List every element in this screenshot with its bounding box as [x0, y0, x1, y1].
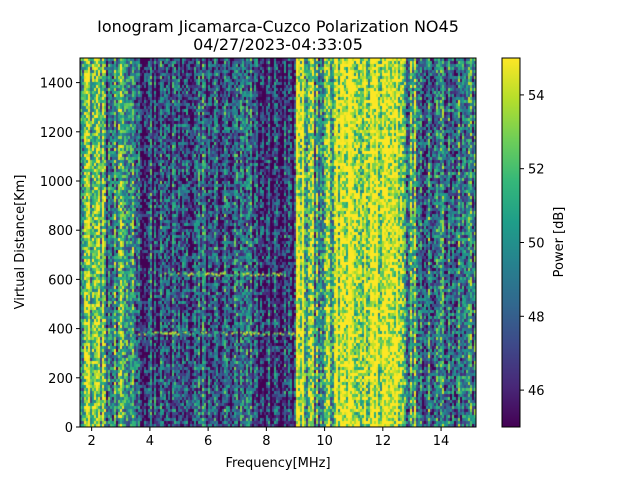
colorbar-label: Power [dB]	[552, 207, 567, 278]
heatmap-area	[80, 58, 476, 427]
x-tick-label: 6	[204, 434, 212, 449]
x-tick-label: 10	[316, 434, 333, 449]
x-axis-label: Frequency[MHz]	[225, 456, 330, 471]
y-tick-label: 0	[65, 421, 73, 436]
y-axis-label: Virtual Distance[Km]	[13, 175, 28, 310]
x-tick-label: 8	[262, 434, 270, 449]
y-tick-label: 800	[48, 224, 73, 239]
colorbar-tick-label: 46	[528, 384, 545, 399]
y-tick-label: 400	[48, 323, 73, 338]
chart-subtitle: 04/27/2023-04:33:05	[193, 35, 363, 54]
colorbar-tick-label: 54	[528, 89, 545, 104]
y-tick-label: 200	[48, 372, 73, 387]
y-tick-label: 600	[48, 273, 73, 288]
x-tick-label: 4	[146, 434, 154, 449]
y-tick-label: 1200	[40, 126, 73, 141]
colorbar-axis: 46 48 50 52 54	[520, 89, 545, 399]
y-axis: 0 200 400 600 800 1000 1200 1400	[40, 77, 80, 436]
colorbar-tick-label: 52	[528, 163, 545, 178]
heatmap-image	[80, 58, 476, 427]
x-tick-label: 12	[375, 434, 392, 449]
x-axis: 2 4 6 8 10 12 14	[88, 427, 450, 449]
colorbar-tick-label: 50	[528, 237, 545, 252]
x-tick-label: 2	[88, 434, 96, 449]
plot-frame	[79, 57, 477, 428]
colorbar-tick-label: 48	[528, 310, 545, 325]
x-tick-label: 14	[433, 434, 450, 449]
colorbar	[501, 57, 521, 428]
y-tick-label: 1400	[40, 77, 73, 92]
y-tick-label: 1000	[40, 175, 73, 190]
chart-title: Ionogram Jicamarca-Cuzco Polarization NO…	[97, 17, 459, 36]
